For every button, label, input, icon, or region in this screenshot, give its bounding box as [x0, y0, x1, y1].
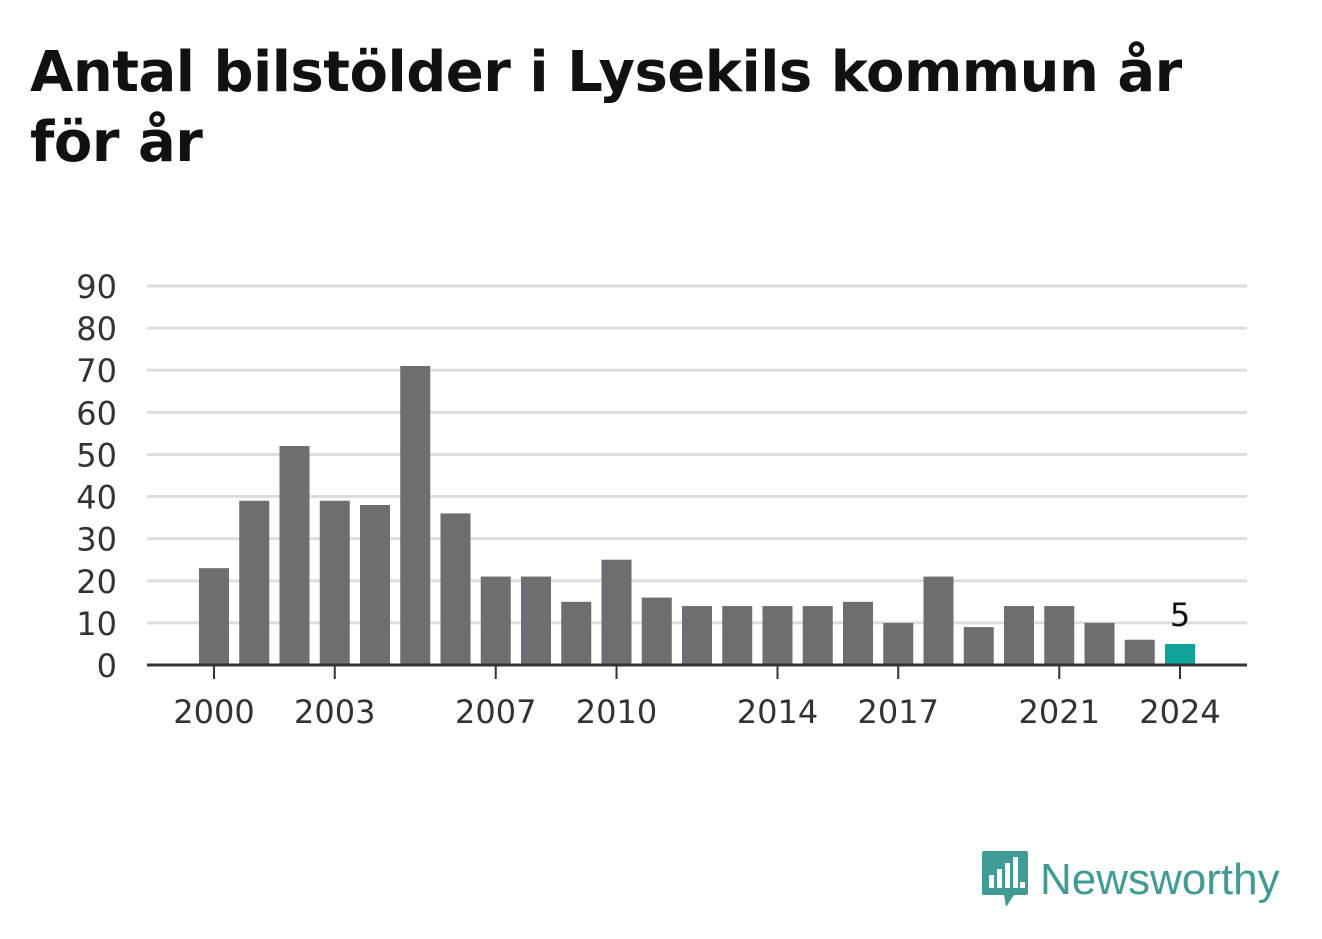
bar [279, 446, 310, 665]
bar [843, 601, 873, 665]
bar [360, 504, 390, 665]
bar [400, 366, 431, 665]
chart-title: Antal bilstölder i Lysekils kommun år fö… [30, 40, 1182, 175]
bar [239, 500, 270, 665]
bar [199, 568, 229, 665]
bar [1165, 643, 1195, 665]
bar [561, 601, 592, 665]
y-tick-label: 40 [76, 479, 117, 517]
x-tick-label: 2024 [1139, 693, 1220, 731]
bar [1084, 622, 1115, 665]
bar [440, 513, 471, 665]
x-tick-label: 2017 [858, 693, 939, 731]
data-label: 5 [1170, 596, 1190, 634]
bar [682, 606, 712, 665]
bar [1004, 606, 1034, 665]
bar-chart: 0 10 20 30 40 50 60 70 80 90 2000 2003 2007 2010 2014 2… [76, 268, 1247, 731]
bar [1044, 606, 1075, 665]
bar [722, 606, 753, 665]
x-tick-label: 2021 [1019, 693, 1100, 731]
y-tick-label: 0 [97, 647, 117, 685]
bar [802, 606, 833, 665]
y-tick-label: 70 [76, 352, 117, 390]
y-tick-label: 80 [76, 310, 117, 348]
y-tick-label: 10 [76, 605, 117, 643]
y-tick-label: 20 [76, 563, 117, 601]
x-tick-label: 2014 [737, 693, 818, 731]
bar [521, 576, 551, 665]
newsworthy-logo-icon [982, 851, 1028, 907]
bar [641, 597, 672, 665]
bar [963, 627, 994, 665]
bar [762, 606, 793, 665]
brand-name: Newsworthy [1040, 855, 1280, 904]
bar [601, 559, 632, 665]
bar [923, 576, 954, 665]
bar [883, 622, 914, 665]
y-tick-label: 50 [76, 436, 117, 474]
x-tick-label: 2010 [576, 693, 657, 731]
x-tick-label: 2000 [173, 693, 254, 731]
x-tick-label: 2007 [455, 693, 536, 731]
y-tick-label: 90 [76, 268, 117, 306]
bar [1124, 639, 1155, 665]
bar [319, 500, 350, 665]
y-tick-label: 30 [76, 521, 117, 559]
brand-logo: Newsworthy [980, 848, 1280, 912]
y-tick-label: 60 [76, 394, 117, 432]
x-tick-label: 2003 [294, 693, 375, 731]
bar [480, 576, 511, 665]
